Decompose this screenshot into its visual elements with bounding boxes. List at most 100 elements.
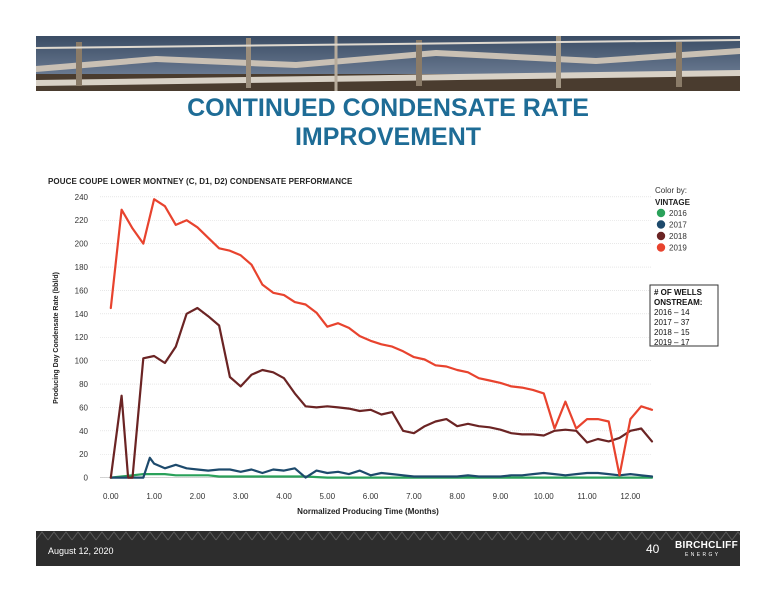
- footer-pattern-mark: [179, 531, 193, 541]
- footer-pattern-mark: [491, 531, 505, 541]
- footer-pattern-mark: [599, 531, 613, 541]
- y-tick-label: 60: [79, 403, 88, 412]
- footer-pattern-mark: [707, 531, 721, 541]
- x-tick-label: 9.00: [493, 492, 509, 501]
- footer-pattern-mark: [455, 531, 469, 541]
- legend-label-2017: 2017: [669, 221, 687, 230]
- footer-pattern-mark: [659, 531, 673, 541]
- footer-pattern-mark: [107, 531, 121, 541]
- footer-pattern-mark: [95, 531, 109, 541]
- footer-pattern-mark: [323, 531, 337, 541]
- chart-title: POUCE COUPE LOWER MONTNEY (C, D1, D2) CO…: [48, 177, 353, 186]
- x-tick-label: 2.00: [190, 492, 206, 501]
- header-banner-image: [36, 36, 740, 91]
- y-tick-label: 140: [75, 310, 89, 319]
- birchcliff-logo: BIRCHCLIFF ENERGY: [675, 540, 738, 562]
- footer-pattern-mark: [431, 531, 445, 541]
- footer-pattern-mark: [515, 531, 529, 541]
- x-tick-label: 6.00: [363, 492, 379, 501]
- y-tick-label: 220: [75, 216, 89, 225]
- x-tick-label: 12.00: [620, 492, 641, 501]
- footer-pattern-mark: [347, 531, 361, 541]
- wells-box-line-2018: 2018 – 15: [654, 328, 690, 337]
- footer-pattern-mark: [119, 531, 133, 541]
- y-tick-label: 180: [75, 263, 89, 272]
- footer-pattern-mark: [695, 531, 709, 541]
- x-axis-label: Normalized Producing Time (Months): [297, 507, 439, 516]
- footer-pattern-mark: [731, 531, 740, 541]
- footer-date: August 12, 2020: [48, 546, 114, 556]
- series-line-2019: [109, 198, 654, 477]
- legend-label-2016: 2016: [669, 209, 687, 218]
- footer-pattern-mark: [59, 531, 73, 541]
- wells-box-line-2017: 2017 – 37: [654, 318, 690, 327]
- wells-box-line-2016: 2016 – 14: [654, 308, 690, 317]
- x-tick-label: 3.00: [233, 492, 249, 501]
- x-tick-label: 5.00: [320, 492, 336, 501]
- footer-pattern-mark: [155, 531, 169, 541]
- y-tick-label: 100: [75, 357, 89, 366]
- wells-box-title-line-1: # OF WELLS: [654, 288, 703, 297]
- legend-label-2019: 2019: [669, 244, 687, 253]
- footer-pattern-mark: [623, 531, 637, 541]
- footer-pattern-mark: [215, 531, 229, 541]
- footer-pattern-mark: [611, 531, 625, 541]
- footer-pattern-mark: [407, 531, 421, 541]
- footer-pattern-mark: [527, 531, 541, 541]
- legend-title-line-2: VINTAGE: [655, 198, 691, 207]
- footer-pattern-mark: [239, 531, 253, 541]
- legend-swatch-2016: [656, 208, 666, 218]
- footer-pattern-mark: [275, 531, 289, 541]
- footer-pattern-mark: [335, 531, 349, 541]
- footer-bar: August 12, 2020 40 BIRCHCLIFF ENERGY: [36, 531, 740, 566]
- footer-pattern-mark: [395, 531, 409, 541]
- footer-pattern-mark: [263, 531, 277, 541]
- footer-pattern-mark: [503, 531, 517, 541]
- y-tick-label: 240: [75, 193, 89, 202]
- y-tick-label: 120: [75, 333, 89, 342]
- y-axis-label: Producing Day Condensate Rate (bbl/d): [53, 272, 60, 404]
- legend-label-2018: 2018: [669, 232, 687, 241]
- slide-title: CONTINUED CONDENSATE RATE IMPROVEMENT: [0, 94, 776, 152]
- page-number: 40: [646, 542, 660, 556]
- series-line-2017: [109, 456, 654, 479]
- footer-pattern-mark: [671, 531, 685, 541]
- x-tick-label: 4.00: [276, 492, 292, 501]
- footer-pattern-mark: [419, 531, 433, 541]
- footer-pattern-mark: [287, 531, 301, 541]
- logo-name: BIRCHCLIFF: [675, 540, 738, 551]
- footer-pattern-mark: [299, 531, 313, 541]
- footer-pattern-mark: [647, 531, 661, 541]
- footer-pattern-mark: [479, 531, 493, 541]
- footer-pattern-mark: [251, 531, 265, 541]
- footer-pattern-mark: [131, 531, 145, 541]
- footer-pattern-mark: [143, 531, 157, 541]
- footer-pattern-mark: [719, 531, 733, 541]
- x-tick-label: 11.00: [577, 492, 597, 501]
- footer-pattern-mark: [539, 531, 553, 541]
- slide-title-line-2: IMPROVEMENT: [294, 123, 482, 151]
- footer-pattern-mark: [467, 531, 481, 541]
- footer-pattern-mark: [167, 531, 181, 541]
- footer-pattern-mark: [311, 531, 325, 541]
- slide-title-line-1: CONTINUED CONDENSATE RATE: [187, 94, 589, 122]
- y-tick-label: 0: [84, 474, 89, 483]
- footer-pattern-mark: [371, 531, 385, 541]
- footer-pattern-mark: [383, 531, 397, 541]
- y-tick-label: 200: [75, 240, 89, 249]
- y-tick-label: 80: [79, 380, 88, 389]
- footer-pattern-mark: [563, 531, 577, 541]
- legend-swatch-2017: [656, 220, 666, 229]
- footer-pattern-mark: [359, 531, 373, 541]
- footer-pattern-mark: [203, 531, 217, 541]
- logo-subtitle: ENERGY: [685, 552, 721, 558]
- footer-pattern-mark: [36, 531, 49, 541]
- x-tick-label: 8.00: [449, 492, 465, 501]
- footer-pattern-mark: [71, 531, 85, 541]
- series-line-2016: [109, 473, 654, 479]
- footer-pattern-mark: [83, 531, 97, 541]
- y-tick-label: 20: [79, 450, 88, 459]
- footer-pattern: [36, 531, 740, 541]
- footer-pattern-mark: [191, 531, 205, 541]
